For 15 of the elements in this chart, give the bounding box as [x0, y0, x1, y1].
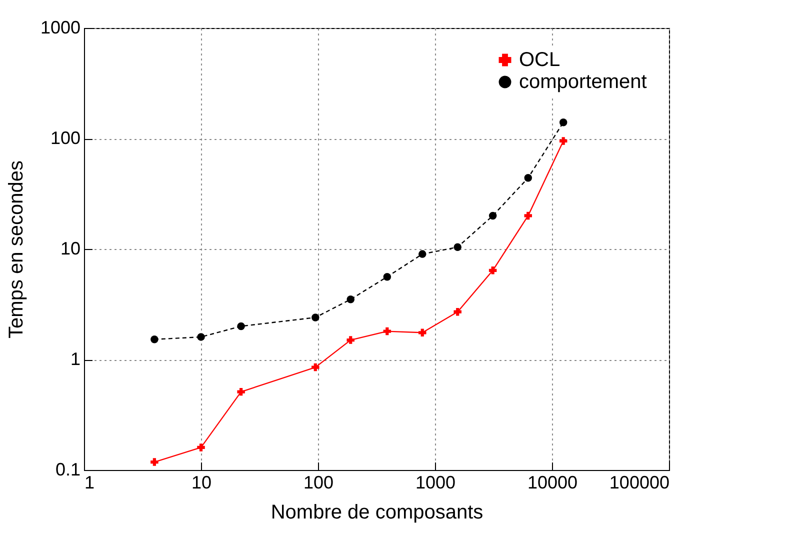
y-tick-label: 1: [70, 349, 80, 369]
x-tick-label: 10000: [527, 472, 578, 492]
y-tick-label: 10: [60, 238, 80, 258]
x-tick-label: 1000: [415, 472, 456, 492]
x-tick-label: 1: [84, 472, 95, 492]
legend-label: comportement: [519, 71, 648, 93]
y-tick-label: 0.1: [55, 460, 80, 480]
x-tick-label: 100: [303, 472, 334, 492]
y-tick-label: 1000: [40, 18, 80, 38]
x-axis-title: Nombre de composants: [270, 502, 484, 524]
y-tick-label: 100: [50, 128, 80, 148]
legend-label: OCL: [519, 49, 560, 71]
x-tick-label: 10: [191, 472, 212, 492]
y-axis-title: Temps en secondes: [5, 160, 28, 338]
x-tick-label: 100000: [609, 472, 670, 492]
